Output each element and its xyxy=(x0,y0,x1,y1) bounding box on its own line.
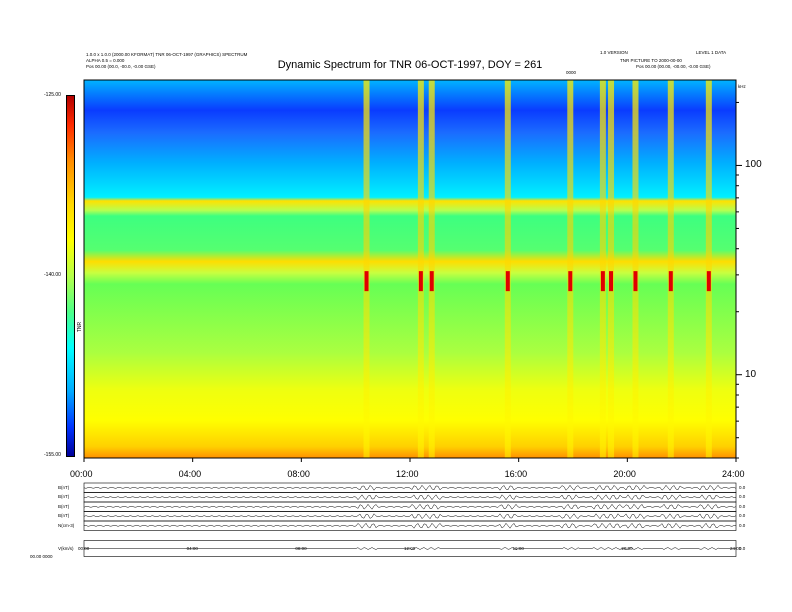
panel-right-tick-4: 0.0 xyxy=(739,522,746,528)
panel-frame-0 xyxy=(83,482,737,493)
y-tick-label-0: 100 xyxy=(745,159,762,171)
panel-x-tick-label-3: 12:00 xyxy=(404,546,416,551)
burst-6 xyxy=(608,80,615,458)
burst-core-6 xyxy=(609,271,614,292)
panel-right-tick-0: 0.0 xyxy=(739,484,746,490)
x-tick-label-3: 12:00 xyxy=(396,469,419,479)
burst-core-0 xyxy=(364,271,369,292)
burst-5 xyxy=(599,80,606,458)
header-picture-info: TNR PICTURE TO 2000-00-00 xyxy=(620,58,682,63)
burst-core-4 xyxy=(568,271,573,292)
y-tick-label-1: 10 xyxy=(745,368,757,380)
panel-right-tick-3: 0.0 xyxy=(739,513,746,519)
burst-2 xyxy=(428,80,435,458)
panel-frame-4 xyxy=(83,520,737,531)
x-tick-label-0: 00:00 xyxy=(70,469,93,479)
panel-x-tick-label-1: 04:00 xyxy=(186,546,198,551)
burst-core-1 xyxy=(418,271,423,292)
x-tick-label-6: 24:00 xyxy=(722,469,745,479)
panel-frame-1 xyxy=(83,492,737,503)
panel-x-tick-label-2: 08:00 xyxy=(295,546,307,551)
burst-9 xyxy=(705,80,712,458)
chart-title: Dynamic Spectrum for TNR 06-OCT-1997, DO… xyxy=(277,59,543,71)
header-center-label: 0000 xyxy=(566,70,577,75)
panel-trace-1 xyxy=(83,494,737,501)
burst-0 xyxy=(363,80,370,458)
burst-7 xyxy=(632,80,639,458)
panel-x-tick-label-6: 24:00 xyxy=(730,546,742,551)
panel-label-2: B(nT) xyxy=(58,503,70,509)
burst-core-8 xyxy=(668,271,673,292)
x-tick-label-5: 20:00 xyxy=(613,469,636,479)
panel-trace-0 xyxy=(83,484,737,491)
x-tick-label-2: 08:00 xyxy=(287,469,310,479)
panel-trace-2 xyxy=(83,503,737,510)
footer-label: 00.00 0000 xyxy=(30,554,53,559)
burst-core-7 xyxy=(633,271,638,292)
burst-core-9 xyxy=(706,271,711,292)
x-tick-label-4: 16:00 xyxy=(504,469,528,479)
burst-1 xyxy=(417,80,424,458)
panel-trace-4 xyxy=(83,522,737,529)
header-version: 1.0 VERSION xyxy=(600,50,628,55)
header-info-line-2: ALPHA 0.5 = 0.000 xyxy=(86,58,125,63)
colorbar xyxy=(66,95,75,457)
panel-label-3: B(nT) xyxy=(58,513,70,519)
panel-trace-3 xyxy=(83,513,737,520)
panel-right-tick-1: 0.0 xyxy=(739,494,746,500)
burst-4 xyxy=(567,80,574,458)
header-info-line-1: 1.0.0 x 1.0.0 (2000.00 KFORMAT) TNR 06-O… xyxy=(86,52,248,57)
panel-label-4: N(cm-3) xyxy=(58,522,75,528)
burst-8 xyxy=(667,80,674,458)
panel-label-5: V(km/s) xyxy=(58,545,74,551)
panel-label-1: B(nT) xyxy=(58,494,70,500)
header-level: LEVEL 1 DATA xyxy=(696,50,727,55)
header-position-right: Pos 00.00 (00.00, -00.00, -0.00 GSE) xyxy=(636,64,711,69)
panel-label-0: B(nT) xyxy=(58,484,70,490)
burst-core-3 xyxy=(505,271,510,292)
burst-core-5 xyxy=(600,271,605,292)
colorbar-tick-bottom: -155.00 xyxy=(44,452,61,458)
x-tick-label-1: 04:00 xyxy=(178,469,202,479)
spectrogram-heatmap xyxy=(84,80,736,458)
frequency-unit-label: kHz xyxy=(738,84,746,89)
panel-x-tick-label-4: 16:00 xyxy=(512,546,524,551)
colorbar-tick-mid: -140.00 xyxy=(44,272,61,278)
header-position-left: Pos 00.00 (00.0, -00.0, -0.00 GSE) xyxy=(86,64,156,69)
burst-core-2 xyxy=(429,271,434,292)
panel-right-tick-5: 0.0 xyxy=(739,545,746,551)
burst-3 xyxy=(504,80,511,458)
panel-x-tick-label-5: 20:00 xyxy=(621,546,633,551)
panel-trace-5 xyxy=(83,547,737,550)
colorbar-tick-top: -125.00 xyxy=(44,92,61,98)
panel-x-tick-label-0: 00:00 xyxy=(78,546,90,551)
panel-right-tick-2: 0.0 xyxy=(739,503,746,509)
